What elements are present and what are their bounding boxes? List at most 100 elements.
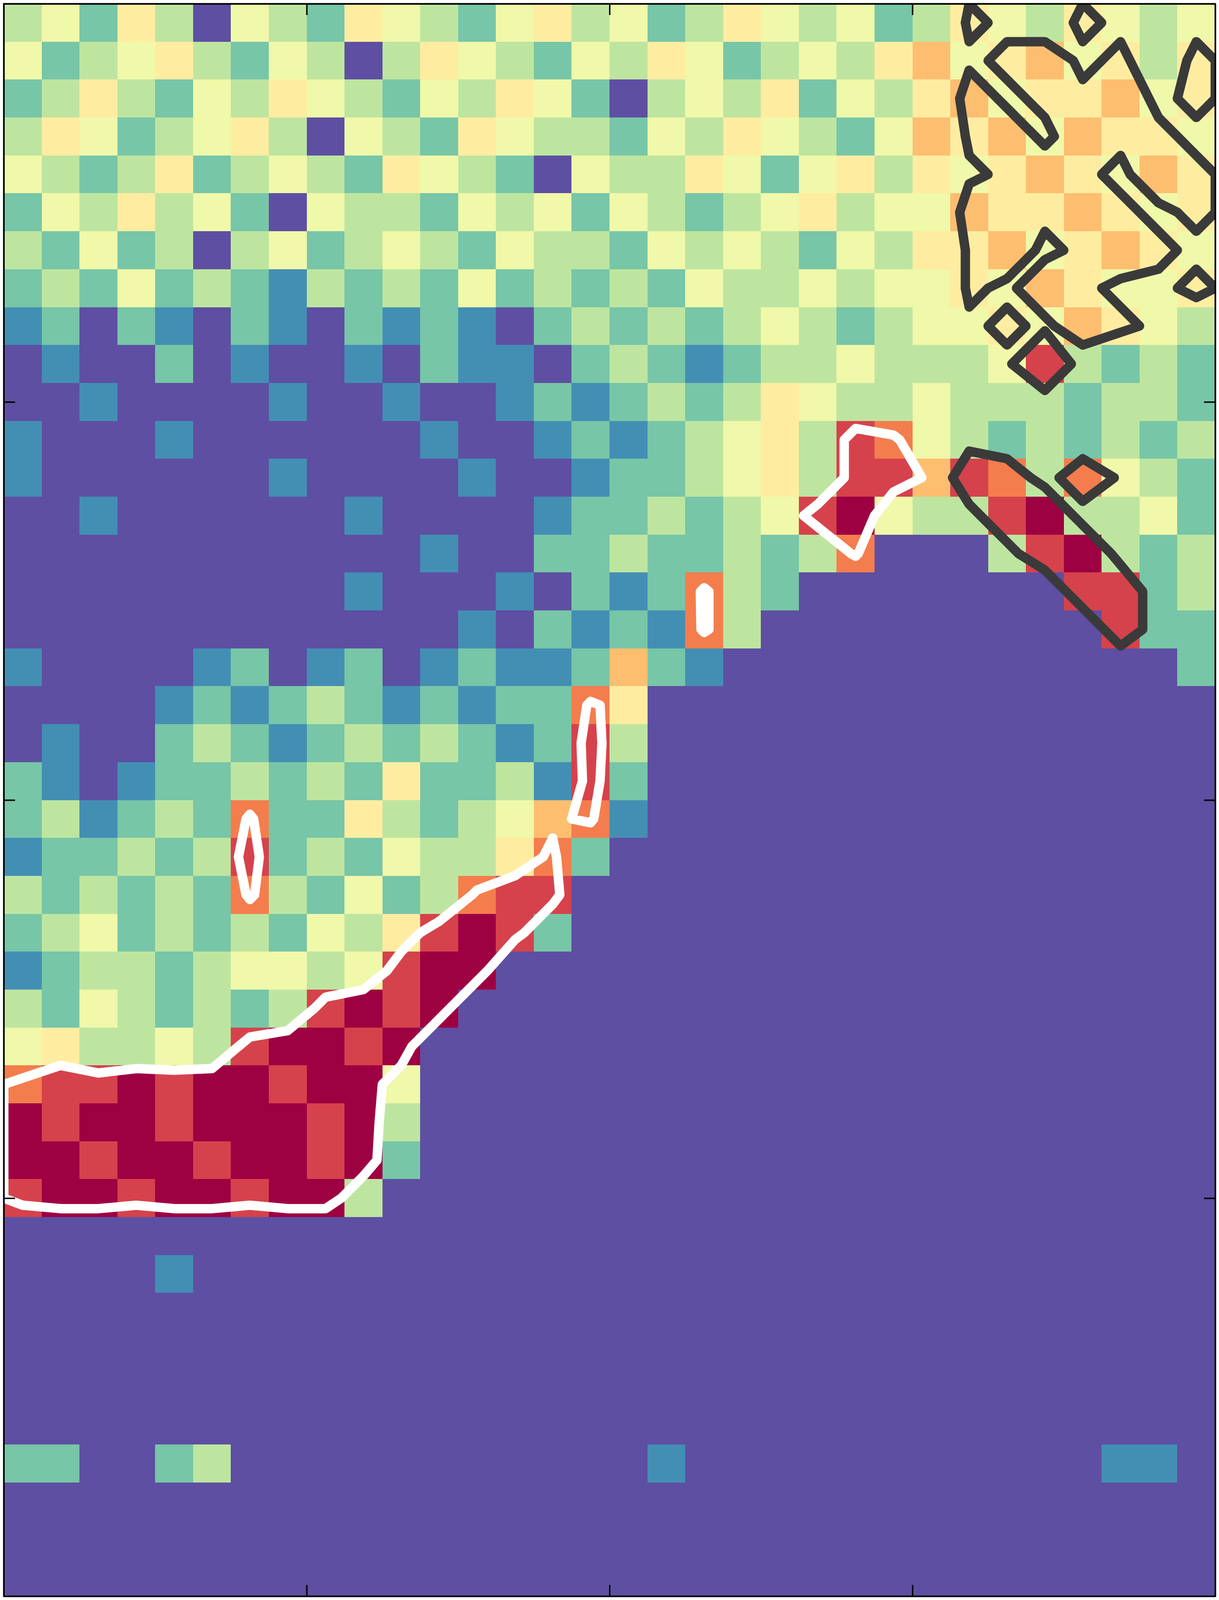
heatmap-cell <box>458 344 497 383</box>
heatmap-cell <box>912 344 951 383</box>
heatmap-cell <box>268 269 307 308</box>
heatmap-cell <box>3 193 42 232</box>
heatmap-cell <box>458 382 497 422</box>
heatmap-cell <box>647 269 686 308</box>
heatmap-cell <box>79 1444 118 1483</box>
heatmap-cell <box>1139 989 1178 1028</box>
heatmap-cell <box>1025 837 1064 876</box>
heatmap-cell <box>3 269 42 308</box>
heatmap-cell <box>495 648 534 687</box>
heatmap-cell <box>533 951 572 990</box>
heatmap-cell <box>836 155 875 194</box>
heatmap-cell <box>836 3 875 42</box>
heatmap-cell <box>609 307 648 346</box>
heatmap-cell <box>647 800 686 839</box>
heatmap-cell <box>874 41 913 80</box>
heatmap-cell <box>41 724 80 763</box>
heatmap-cell <box>1063 1368 1102 1407</box>
cells <box>3 3 1216 1597</box>
heatmap-cell <box>1063 1027 1102 1066</box>
heatmap-cell <box>1101 1406 1140 1446</box>
heatmap-cell <box>685 79 724 118</box>
heatmap-cell <box>79 1027 118 1066</box>
heatmap-cell <box>458 1292 497 1331</box>
heatmap-cell <box>420 117 459 156</box>
heatmap-cell <box>1101 496 1140 535</box>
heatmap-cell <box>685 1141 724 1180</box>
heatmap-cell <box>193 1482 232 1521</box>
heatmap-cell <box>155 686 194 725</box>
heatmap-cell <box>912 79 951 118</box>
heatmap-cell <box>495 344 534 383</box>
heatmap-cell <box>268 193 307 232</box>
heatmap-cell <box>950 1027 989 1066</box>
heatmap-cell <box>988 1141 1027 1180</box>
heatmap-cell <box>344 155 383 194</box>
heatmap-cell <box>268 1330 307 1369</box>
heatmap-cell <box>41 307 80 346</box>
heatmap-cell <box>193 914 232 953</box>
heatmap-cell <box>382 1330 421 1369</box>
heatmap-cell <box>1101 1482 1140 1521</box>
heatmap-cell <box>193 572 232 611</box>
heatmap-cell <box>3 382 42 422</box>
heatmap-cell <box>723 837 762 876</box>
heatmap-cell <box>382 1141 421 1180</box>
heatmap-cell <box>193 1368 232 1407</box>
heatmap-cell <box>798 155 837 194</box>
heatmap-cell <box>798 117 837 156</box>
heatmap-cell <box>1177 1292 1216 1331</box>
heatmap-cell <box>79 1368 118 1407</box>
heatmap-cell <box>1101 837 1140 876</box>
heatmap-cell <box>3 344 42 383</box>
heatmap-cell <box>306 1482 345 1521</box>
heatmap-cell <box>458 1027 497 1066</box>
heatmap-cell <box>155 1520 194 1559</box>
heatmap-cell <box>306 534 345 573</box>
heatmap-cell <box>760 231 799 270</box>
heatmap-cell <box>1101 421 1140 460</box>
heatmap-cell <box>193 1217 232 1256</box>
heatmap-cell <box>912 421 951 460</box>
heatmap-cell <box>609 534 648 573</box>
heatmap-cell <box>1101 117 1140 156</box>
heatmap-cell <box>1101 914 1140 953</box>
heatmap-cell <box>41 231 80 270</box>
heatmap-cell <box>950 1520 989 1559</box>
heatmap-cell <box>458 1558 497 1597</box>
heatmap-cell <box>912 1520 951 1559</box>
heatmap-cell <box>1139 724 1178 763</box>
heatmap-cell <box>495 1065 534 1104</box>
heatmap-cell <box>609 1141 648 1180</box>
heatmap-cell <box>495 193 534 232</box>
heatmap-cell <box>950 1103 989 1142</box>
tick-mark <box>1203 799 1216 802</box>
heatmap-cell <box>458 1482 497 1521</box>
heatmap-cell <box>571 1558 610 1597</box>
heatmap-cell <box>344 458 383 497</box>
heatmap-cell <box>1063 951 1102 990</box>
heatmap-cell <box>723 1406 762 1446</box>
heatmap-cell <box>609 762 648 801</box>
heatmap-cell <box>950 1141 989 1180</box>
heatmap-cell <box>155 1255 194 1294</box>
heatmap-cell <box>798 686 837 725</box>
heatmap-cell <box>609 3 648 42</box>
heatmap-cell <box>41 1292 80 1331</box>
heatmap-cell <box>306 914 345 953</box>
heatmap-cell <box>306 610 345 649</box>
heatmap-cell <box>609 1179 648 1218</box>
heatmap-cell <box>1139 1255 1178 1294</box>
heatmap-cell <box>533 800 572 839</box>
heatmap-cell <box>836 1482 875 1521</box>
heatmap-cell <box>344 724 383 763</box>
heatmap-cell <box>458 724 497 763</box>
heatmap-cell <box>760 344 799 383</box>
heatmap-cell <box>988 1520 1027 1559</box>
heatmap-cell <box>874 307 913 346</box>
heatmap-cell <box>988 837 1027 876</box>
heatmap-cell <box>1101 1103 1140 1142</box>
heatmap-cell <box>647 496 686 535</box>
heatmap-cell <box>382 382 421 422</box>
heatmap-cell <box>533 458 572 497</box>
